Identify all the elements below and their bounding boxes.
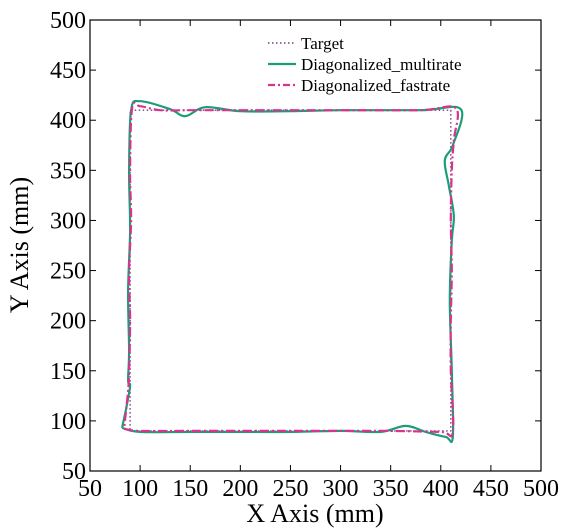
x-tick-label: 250 (272, 476, 308, 502)
x-axis-label: X Axis (mm) (246, 499, 383, 528)
x-tick-label: 200 (222, 476, 258, 502)
y-tick-label: 200 (50, 309, 86, 335)
y-tick-label: 100 (50, 409, 86, 435)
legend: Target Diagonalized_multirate Diagonalized… (268, 34, 462, 95)
x-tick-label: 400 (423, 476, 459, 502)
x-tick-label: 450 (473, 476, 509, 502)
y-tick-label: 300 (50, 208, 86, 234)
plot-frame (89, 19, 542, 472)
legend-label-1: Target (301, 34, 344, 53)
legend-label-3: Diagonalized_fastrate (301, 76, 450, 95)
series-line-1 (129, 109, 452, 432)
y-tick-label: 350 (50, 158, 86, 184)
series-group (121, 99, 464, 444)
x-tick-label: 150 (172, 476, 208, 502)
series-line-2 (121, 99, 464, 444)
y-tick-label: 250 (50, 259, 86, 285)
x-tick-label: 50 (78, 476, 102, 502)
y-tick-label: 50 (62, 459, 86, 485)
y-tick-label: 450 (50, 58, 86, 84)
y-tick-label: 500 (50, 8, 86, 34)
legend-label-2: Diagonalized_multirate (301, 55, 462, 74)
x-tick-label: 500 (523, 476, 559, 502)
x-tick-label: 100 (122, 476, 158, 502)
y-tick-label: 400 (50, 108, 86, 134)
x-tick-label: 350 (373, 476, 409, 502)
y-axis-label: Y Axis (mm) (5, 177, 34, 313)
series-line-3 (123, 101, 460, 438)
tick-group: 50 100 150 200 250 300 350 400 450 500 50 100 150 200… (50, 8, 559, 502)
y-tick-label: 150 (50, 359, 86, 385)
x-tick-label: 300 (323, 476, 359, 502)
